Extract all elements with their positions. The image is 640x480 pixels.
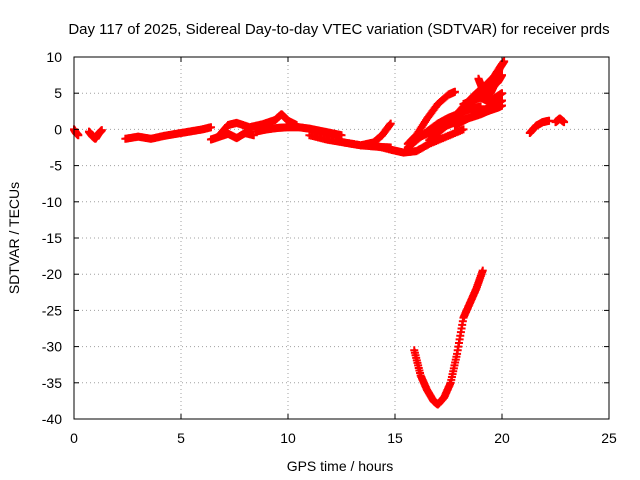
- data-series-trace-3: [121, 123, 215, 143]
- data-point-marker: [97, 126, 106, 135]
- series-layer: [70, 57, 569, 409]
- x-tick-label: 15: [387, 430, 403, 446]
- y-tick-label: -40: [42, 411, 62, 427]
- axis-layer: 0 5 10 15 20 25 10 5 0 -5 -10 -15 -20 -25 -30 -35 -40: [42, 49, 617, 446]
- data-point-marker: [337, 131, 346, 140]
- x-tick-label: 25: [601, 430, 617, 446]
- y-tick-label: 5: [54, 85, 62, 101]
- data-series-trace-14: [450, 96, 506, 130]
- y-tick-label: -30: [42, 339, 62, 355]
- data-series-trace-18: [525, 116, 554, 138]
- data-series-trace-4: [206, 129, 258, 144]
- data-point-marker: [206, 123, 215, 132]
- x-tick-label: 0: [70, 430, 78, 446]
- y-tick-label: -10: [42, 194, 62, 210]
- data-point-marker: [498, 89, 506, 98]
- y-tick-label: -25: [42, 302, 62, 318]
- y-axis-title: SDTVAR / TECUs: [6, 182, 22, 294]
- data-series-trace-5: [215, 110, 301, 140]
- data-series-trace-9: [369, 125, 468, 157]
- data-point-marker: [478, 266, 487, 275]
- chart-title: Day 117 of 2025, Sidereal Day-to-day VTE…: [68, 21, 609, 38]
- data-point-marker: [498, 96, 506, 105]
- data-point-marker: [500, 57, 509, 66]
- data-point-marker: [560, 118, 569, 127]
- data-point-marker: [386, 119, 395, 128]
- data-point-marker: [545, 116, 554, 125]
- data-series-trace-19: [551, 114, 569, 127]
- data-series-trace-11: [403, 87, 459, 148]
- x-tick-label: 20: [494, 430, 510, 446]
- y-tick-label: -5: [50, 158, 63, 174]
- x-axis-title: GPS time / hours: [287, 458, 394, 474]
- data-series-trace-2: [84, 126, 106, 143]
- y-tick-label: 0: [54, 121, 62, 137]
- y-tick-label: -20: [42, 266, 62, 282]
- data-series-trace-8: [339, 119, 395, 150]
- data-point-marker: [450, 87, 459, 96]
- data-series-trace-6: [251, 123, 346, 140]
- y-tick-label: -35: [42, 375, 62, 391]
- x-tick-label: 10: [280, 430, 296, 446]
- y-tick-label: 10: [46, 49, 62, 65]
- x-tick-label: 5: [177, 430, 185, 446]
- data-point-marker: [74, 131, 83, 140]
- y-tick-label: -15: [42, 230, 62, 246]
- data-series-trace-20: [410, 266, 487, 409]
- data-point-marker: [459, 125, 468, 134]
